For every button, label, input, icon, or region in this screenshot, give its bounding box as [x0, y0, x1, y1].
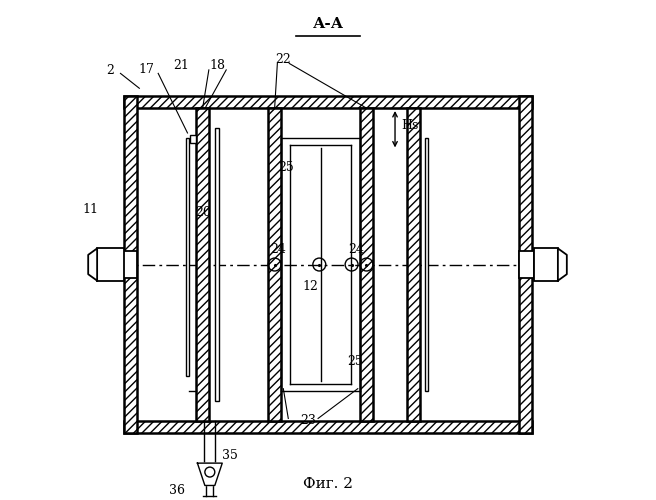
Bar	[122, 251, 137, 278]
Text: А-А: А-А	[312, 16, 344, 30]
Bar	[125, 96, 137, 433]
Text: 36: 36	[169, 484, 185, 497]
Text: 35: 35	[222, 449, 238, 462]
Bar	[215, 128, 219, 401]
Bar	[407, 108, 420, 421]
Bar	[519, 96, 531, 433]
Text: 24: 24	[270, 243, 286, 256]
Polygon shape	[88, 248, 97, 280]
Text: 21: 21	[174, 60, 190, 72]
Text: 2: 2	[107, 64, 115, 78]
Bar	[125, 421, 531, 434]
Text: 22: 22	[276, 54, 291, 66]
Bar	[360, 108, 373, 421]
Text: Фиг. 2: Фиг. 2	[303, 477, 353, 491]
Text: 24: 24	[348, 243, 363, 256]
Bar	[186, 138, 189, 376]
Bar	[125, 96, 531, 108]
Text: Hs: Hs	[401, 119, 419, 132]
Text: 18: 18	[210, 60, 226, 72]
Bar	[534, 248, 558, 280]
Text: 12: 12	[302, 280, 318, 293]
Bar	[196, 108, 209, 421]
Text: 11: 11	[83, 204, 98, 216]
Text: 23: 23	[300, 414, 316, 428]
Bar	[425, 138, 428, 391]
Bar	[519, 251, 534, 278]
Polygon shape	[558, 248, 567, 280]
Bar	[97, 248, 125, 280]
Text: 25: 25	[278, 161, 294, 174]
Text: 17: 17	[139, 64, 155, 76]
Bar	[190, 136, 196, 143]
Text: 20: 20	[195, 206, 211, 219]
Bar	[268, 108, 281, 421]
Polygon shape	[197, 463, 222, 485]
Text: 25: 25	[348, 355, 363, 368]
